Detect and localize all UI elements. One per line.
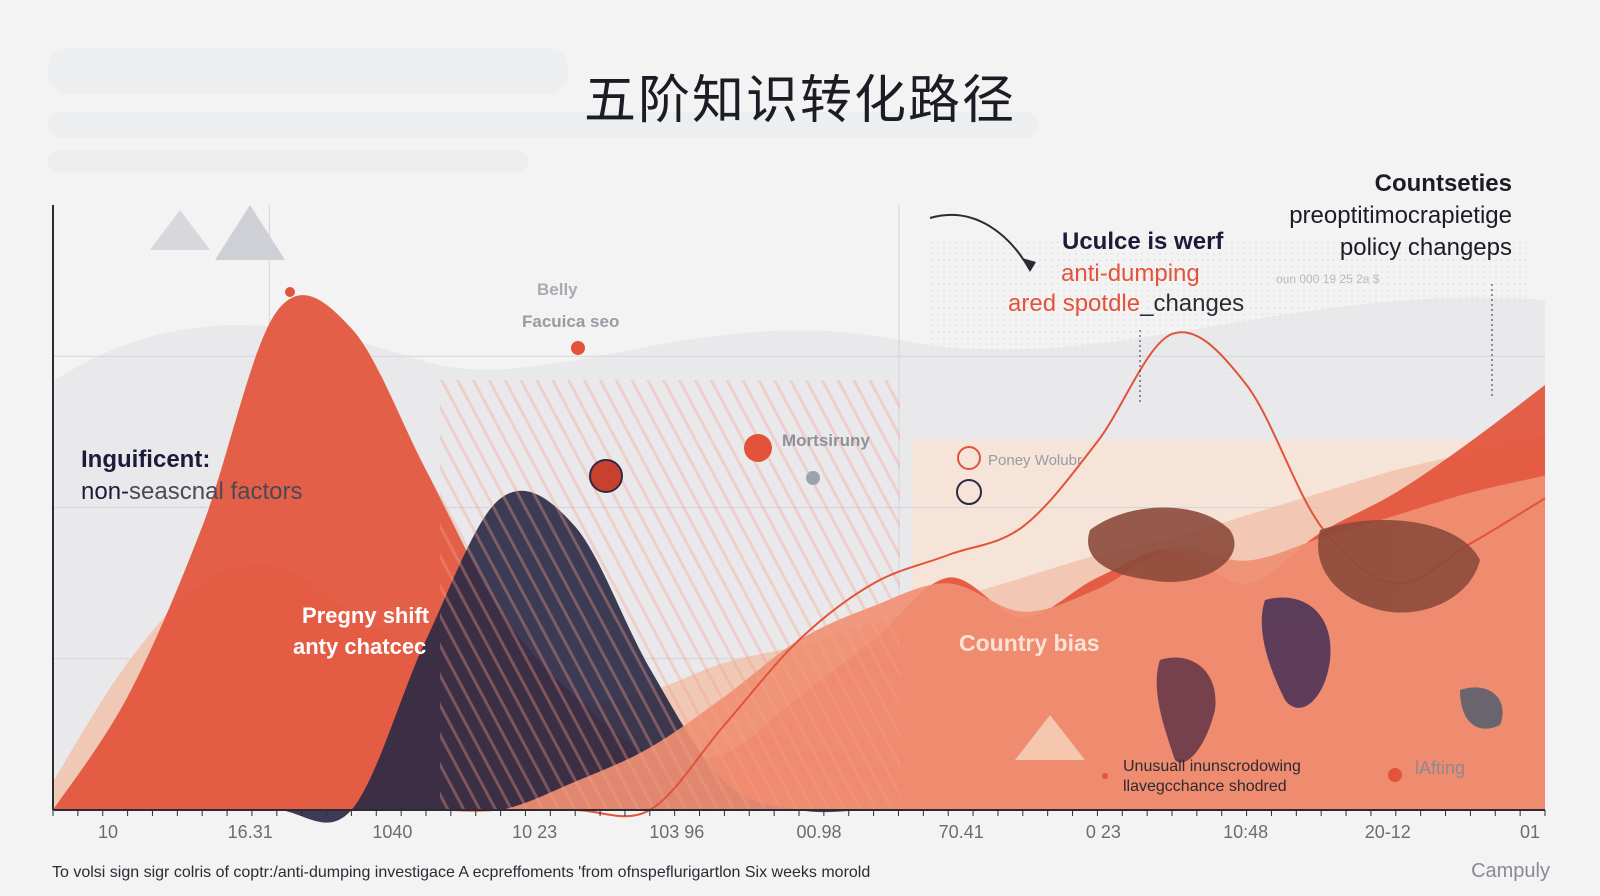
blurred-header-line-1 — [48, 48, 568, 94]
annotation-mid-line-2-accent: ared spotdle — [1008, 290, 1141, 317]
x-tick-label: 01 — [1520, 822, 1540, 842]
annotation-peak-line-1: Pregny shift — [302, 603, 430, 628]
annotation-top-right-line-2: policy changeps — [1339, 234, 1512, 261]
x-tick-label: 00.98 — [796, 822, 841, 842]
annotation-left-line-rest: seascnal factors — [129, 478, 303, 505]
x-tick-label: 103 96 — [649, 822, 704, 842]
dot-marker — [744, 434, 772, 462]
dot-marker — [571, 341, 585, 355]
stripe-texture — [440, 380, 900, 810]
annotation-left-heading: Inguificent: — [81, 446, 211, 473]
ghost-label-2: Facuica seo — [522, 312, 620, 331]
annotation-left-line: non-seascnal factors — [81, 478, 302, 506]
label-lifting: lAfting — [1415, 758, 1466, 778]
x-tick-label: 16.31 — [228, 822, 273, 842]
x-tick-label: 10 23 — [512, 822, 557, 842]
x-tick-label: 20-12 — [1365, 822, 1411, 842]
triangle-decor-icon — [215, 205, 285, 260]
triangle-decor-icon — [1015, 715, 1085, 760]
x-tick-label: 1040 — [372, 822, 412, 842]
annotation-mid-heading: Uculce is werf — [1062, 228, 1224, 255]
arrow-head-icon — [1022, 258, 1036, 272]
label-country-bias: Country bias — [959, 630, 1100, 656]
annotation-mid-line-1: anti-dumping — [1061, 260, 1200, 287]
footer-caption: To volsi sign sigr colris of coptr:/anti… — [52, 864, 871, 881]
ring-marker — [956, 479, 982, 505]
dot-marker — [1102, 773, 1108, 779]
page-title: 五阶知识转化路径 — [583, 71, 1016, 131]
x-tick-label: 70.41 — [939, 822, 984, 842]
annotation-top-right-heading: Countseties — [1374, 170, 1512, 197]
annotation-mid-line-2-rest: _changes — [1140, 290, 1245, 317]
annotation-peak-line-2: anty chatcec — [293, 634, 427, 659]
area-series-3 — [53, 490, 1545, 823]
triangle-decor-icon — [150, 210, 210, 250]
dot-marker — [1388, 768, 1402, 782]
annotation-left-line-prefix: non- — [81, 478, 130, 505]
label-poney: Poney Wolubr — [988, 452, 1082, 469]
x-tick-label: 10:48 — [1223, 822, 1268, 842]
ghost-label-1: Belly — [537, 280, 578, 299]
annotation-mid-line-2: ared spotdle_changes — [1008, 290, 1244, 318]
annotation-top-right-line-1: preoptitimocrapietige — [1289, 202, 1512, 229]
brand-label: Campuly — [1471, 860, 1550, 882]
x-tick-label: 0 23 — [1086, 822, 1121, 842]
dot-marker — [806, 471, 820, 485]
x-tick-label: 10 — [98, 822, 118, 842]
blurred-header-line-3 — [48, 150, 528, 172]
label-mortsiruny: Mortsiruny — [782, 431, 870, 450]
ring-marker — [957, 446, 981, 470]
faint-tick-row: oun 000 19 25 2a $ — [1276, 272, 1380, 286]
world-map — [1088, 507, 1503, 763]
dot-marker — [285, 287, 295, 297]
x-axis-ticks: 10 16.31 1040 10 23 103 96 00.98 70.41 0 23 10:4… — [52, 810, 1546, 842]
dot-marker — [589, 459, 623, 493]
annotation-unusual-line-2: llavegcchance shodred — [1123, 778, 1287, 795]
annotation-unusual-line-1: Unusuall inunscrodowing — [1123, 758, 1301, 775]
blurred-header-line-2 — [48, 112, 1038, 138]
